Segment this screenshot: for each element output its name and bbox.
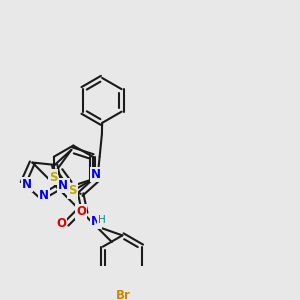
Text: H: H <box>98 215 106 225</box>
Text: S: S <box>49 171 57 184</box>
Text: N: N <box>91 168 101 181</box>
Text: N: N <box>58 179 68 192</box>
Text: Br: Br <box>116 290 130 300</box>
Text: S: S <box>68 184 77 197</box>
Text: N: N <box>91 215 101 228</box>
Text: O: O <box>56 217 66 230</box>
Text: N: N <box>22 178 32 191</box>
Text: O: O <box>76 205 86 218</box>
Text: N: N <box>39 189 49 202</box>
